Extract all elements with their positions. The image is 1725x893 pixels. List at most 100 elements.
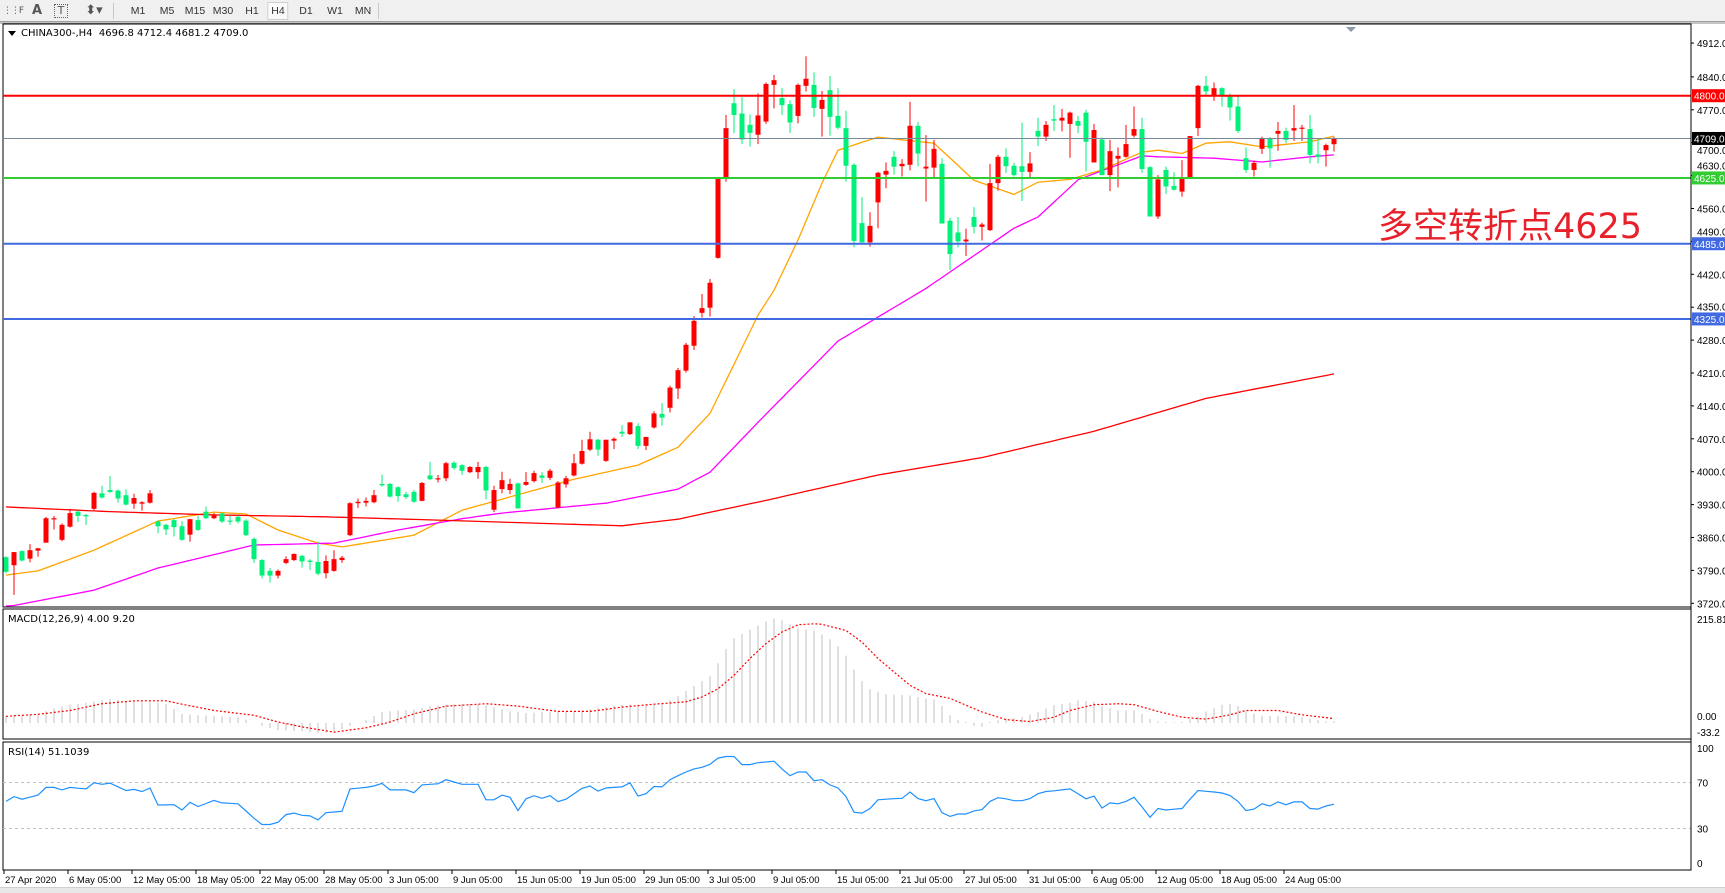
candle-body [1171,185,1177,190]
candle-body [1107,151,1113,176]
candle-body [323,561,329,574]
bear-candle [195,515,201,531]
dropdown-triangle-icon[interactable] [8,30,16,36]
bull-candle [331,550,337,572]
bull-candle [771,75,777,109]
bull-candle [491,485,497,513]
candle-body [107,490,113,492]
bull-candle [755,93,761,145]
candle-body [435,478,441,480]
timeframe-m5[interactable]: M5 [159,5,175,17]
bear-candle [739,97,745,145]
candle-body [867,225,873,243]
candle-body [1251,162,1257,170]
candle-body [139,502,145,504]
bear-candle [427,461,433,481]
timeframe-mn[interactable]: MN [354,5,372,17]
bear-candle [1235,96,1241,133]
bull-candle [1211,82,1217,101]
timeframe-m1[interactable]: M1 [130,5,146,17]
bear-candle [1051,105,1057,131]
price-tick-label: 3860.0 [1697,534,1725,545]
bull-candle [435,474,441,483]
bull-candle [1059,108,1065,132]
text-label-icon[interactable]: T [54,4,68,18]
time-tick-label: 21 Jul 05:00 [901,875,953,886]
candle-body [283,559,289,563]
candle-body [459,465,465,471]
candle-body [43,518,49,543]
candle-body [195,520,201,530]
candle-body [707,282,713,308]
bull-candle [1067,111,1073,158]
candle-body [75,511,81,516]
candle-body [651,413,657,428]
candle-body [203,511,209,519]
level-tag-label: 4325.0 [1694,315,1725,326]
timeframe-w1[interactable]: W1 [327,5,343,17]
candle-body [1091,130,1097,163]
price-tick-label: 4210.0 [1697,369,1725,380]
bear-candle [395,486,401,502]
timeframe-d1[interactable]: D1 [299,5,313,17]
timeframe-h4[interactable]: H4 [267,2,289,20]
candle-body [123,495,129,505]
bear-candle [243,519,249,537]
price-tick-label: 4070.0 [1697,435,1725,446]
candle-body [467,467,473,473]
bear-candle [403,491,409,499]
price-tick-label: 4700.0 [1697,146,1725,157]
candle-body [1259,138,1265,149]
candle-body [403,494,409,498]
bear-candle [1099,137,1105,176]
time-tick-label: 6 May 05:00 [69,875,121,886]
bear-candle [3,556,9,574]
candle-body [243,520,249,536]
timeframe-m30[interactable]: M30 [212,5,234,17]
time-tick-label: 29 Jun 05:00 [645,875,700,886]
candle-body [523,482,529,485]
grid-f-icon[interactable]: ⋮⋮F [2,6,24,16]
bull-candle [43,516,49,543]
bull-candle [323,555,329,579]
candle-body [1067,112,1073,124]
candle-body [963,239,969,242]
bull-candle [883,162,889,189]
text-a-icon[interactable]: A [31,3,43,18]
time-tick-label: 18 Aug 05:00 [1221,875,1277,886]
candle-body [339,557,345,561]
candle-body [355,501,361,504]
bear-candle [1219,87,1225,107]
timeframe-h1[interactable]: H1 [245,5,259,17]
candle-body [1035,130,1041,137]
bull-candle [651,411,657,429]
bear-candle [299,554,305,568]
macd-tick-label: -33.2 [1697,728,1720,739]
candle-body [843,128,849,166]
bull-candle [419,482,425,502]
candle-body [1267,138,1273,149]
candle-body [499,480,505,490]
bear-candle [1307,114,1313,164]
candle-body [491,490,497,510]
candle-body [83,514,89,517]
candle-body [275,570,281,576]
timeframe-m15[interactable]: M15 [184,5,206,17]
bear-candle [179,521,185,541]
bull-candle [875,171,881,229]
level-tag-label: 4709.0 [1694,134,1725,145]
price-tick-label: 4840.0 [1697,73,1725,84]
bear-candle [379,474,385,487]
arrows-icon[interactable]: ⬍▾ [85,3,103,18]
candle-body [419,482,425,501]
rsi-tick-label: 0 [1697,859,1703,870]
bear-candle [115,489,121,503]
chart-shift-marker-icon [1346,27,1356,32]
bear-candle [1003,148,1009,173]
bear-candle [539,472,545,483]
candle-body [1131,129,1137,136]
bear-candle [1019,122,1025,201]
price-tick-label: 3720.0 [1697,599,1725,610]
candle-body [1235,106,1241,131]
